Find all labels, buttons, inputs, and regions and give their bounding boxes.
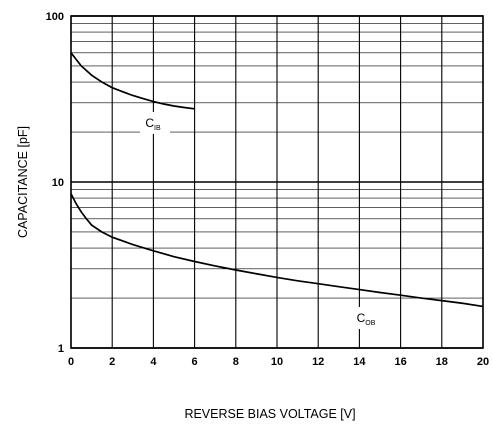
x-tick-label: 0	[68, 356, 74, 368]
series-labels: CIB COB	[140, 112, 385, 329]
series-label-background	[140, 112, 170, 134]
y-tick-label: 1	[58, 343, 64, 355]
series-label-background	[351, 307, 385, 329]
x-tick-label: 10	[271, 356, 283, 368]
series-label-ob: COB	[357, 311, 376, 327]
series-line-ib	[70, 52, 195, 110]
series-label-ib: CIB	[145, 116, 161, 132]
y-tick-label: 10	[52, 177, 64, 189]
x-tick-labels: 0 2 4 6 8 10 12 14 16 18 20	[68, 356, 489, 368]
x-tick-label: 14	[353, 356, 366, 368]
series-lines	[70, 52, 484, 308]
x-tick-label: 12	[312, 356, 324, 368]
x-tick-label: 16	[394, 356, 406, 368]
x-tick-label: 20	[477, 356, 489, 368]
y-tick-labels: 1 10 100	[46, 11, 64, 355]
x-tick-label: 8	[233, 356, 239, 368]
x-tick-label: 2	[109, 356, 115, 368]
y-tick-label: 100	[46, 11, 64, 23]
series-line-ob	[70, 193, 484, 308]
x-axis-title: REVERSE BIAS VOLTAGE [V]	[184, 407, 355, 421]
x-tick-label: 6	[192, 356, 198, 368]
x-tick-label: 18	[436, 356, 448, 368]
plot-area-frame	[70, 15, 484, 349]
x-tick-label: 4	[150, 356, 157, 368]
y-axis-title: CAPACITANCE [pF]	[16, 126, 30, 238]
